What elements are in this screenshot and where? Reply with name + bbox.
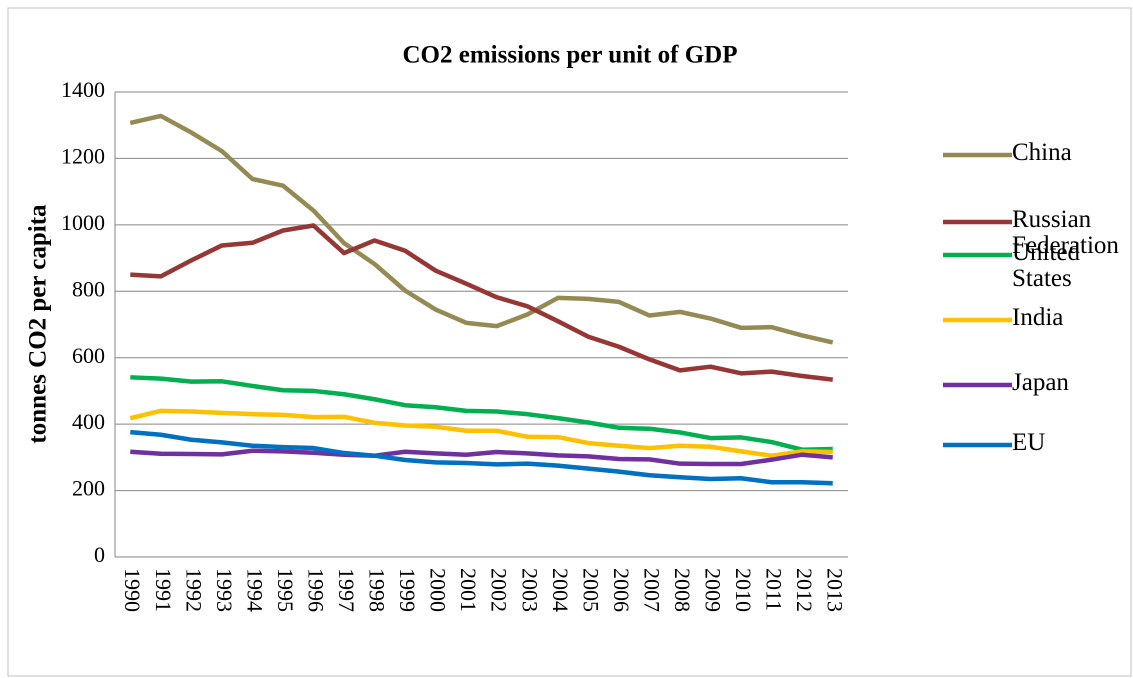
series-line	[130, 223, 833, 382]
x-tick-label: 2010	[731, 568, 756, 612]
legend-label: Russian Federation	[1012, 206, 1119, 259]
y-tick-label: 400	[72, 409, 105, 434]
legend-label: EU	[1012, 429, 1046, 456]
x-tick-label: 2003	[517, 568, 542, 612]
x-tick-label: 2005	[578, 568, 603, 612]
y-tick-label: 600	[72, 343, 105, 368]
x-tick-label: 2013	[823, 568, 848, 612]
x-tick-label: 2001	[456, 568, 481, 612]
legend-label: China	[1012, 139, 1072, 166]
x-tick-label: 2006	[609, 568, 634, 612]
y-tick-label: 1000	[61, 210, 105, 235]
x-tick-label: 1992	[181, 568, 206, 612]
y-axis-label: tonnes CO2 per capita	[25, 204, 52, 444]
legend-label: United States	[1012, 239, 1081, 292]
y-tick-label: 1400	[61, 77, 105, 102]
series-line	[130, 429, 833, 486]
x-tick-label: 1994	[242, 568, 267, 612]
y-tick-label: 1200	[61, 143, 105, 168]
series-line	[129, 113, 834, 345]
legend-label: Japan	[1012, 369, 1069, 396]
chart-title: CO2 emissions per unit of GDP	[403, 42, 738, 69]
series-line	[130, 448, 833, 467]
y-tick-label: 0	[94, 542, 105, 567]
x-tick-label: 1991	[151, 568, 176, 612]
y-tick-label: 800	[72, 276, 105, 301]
x-tick-label: 2008	[670, 568, 695, 612]
x-tick-label: 2011	[762, 568, 787, 611]
x-tick-label: 2007	[639, 568, 664, 612]
x-tick-label: 1997	[334, 568, 359, 612]
x-tick-label: 1993	[212, 568, 237, 612]
x-tick-label: 1998	[365, 568, 390, 612]
x-tick-label: 1996	[303, 568, 328, 612]
series-line	[129, 408, 833, 458]
legend-label: India	[1012, 304, 1064, 331]
x-tick-label: 1995	[273, 568, 298, 612]
x-tick-label: 2012	[792, 568, 817, 612]
series-line	[130, 375, 833, 452]
x-tick-label: 1999	[395, 568, 420, 612]
x-tick-label: 1990	[120, 568, 145, 612]
x-tick-label: 2004	[548, 568, 573, 612]
x-tick-label: 2009	[701, 568, 726, 612]
chart-border	[7, 7, 1132, 677]
y-tick-label: 200	[72, 476, 105, 501]
x-tick-label: 2002	[487, 568, 512, 612]
x-tick-label: 2000	[426, 568, 451, 612]
